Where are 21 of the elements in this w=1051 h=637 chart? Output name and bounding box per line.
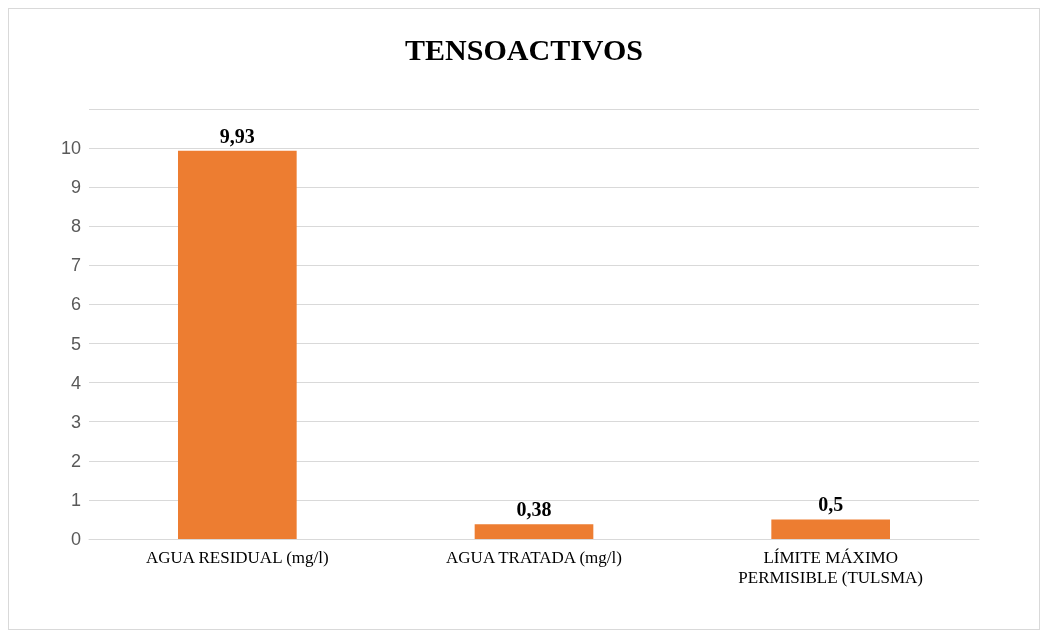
y-tick-label: 4: [70, 372, 81, 393]
data-label: 0,38: [516, 498, 552, 521]
x-tick-label: LÍMITE MÁXIMO PERMISIBLE (TULSMA): [738, 547, 923, 587]
y-tick-label: 10: [60, 138, 81, 159]
bar: [178, 150, 297, 539]
data-label: 0,5: [818, 493, 844, 516]
y-tick-label: 1: [70, 489, 81, 510]
y-tick-label: 5: [70, 333, 81, 354]
chart-title: TENSOACTIVOS: [405, 32, 643, 66]
y-tick-label: 0: [70, 529, 81, 549]
bar: [771, 519, 890, 539]
x-tick-label: AGUA TRATADA (mg/l): [446, 547, 622, 567]
y-tick-label: 8: [70, 216, 81, 237]
x-tick-label: AGUA RESIDUAL (mg/l): [146, 547, 329, 567]
data-label: 9,93: [219, 124, 255, 147]
y-tick-label: 6: [70, 294, 81, 315]
bar: [474, 524, 594, 539]
y-tick-label: 7: [70, 255, 81, 276]
y-tick-label: 3: [70, 411, 81, 432]
y-tick-label: 9: [70, 177, 81, 198]
y-tick-label: 2: [70, 450, 81, 471]
